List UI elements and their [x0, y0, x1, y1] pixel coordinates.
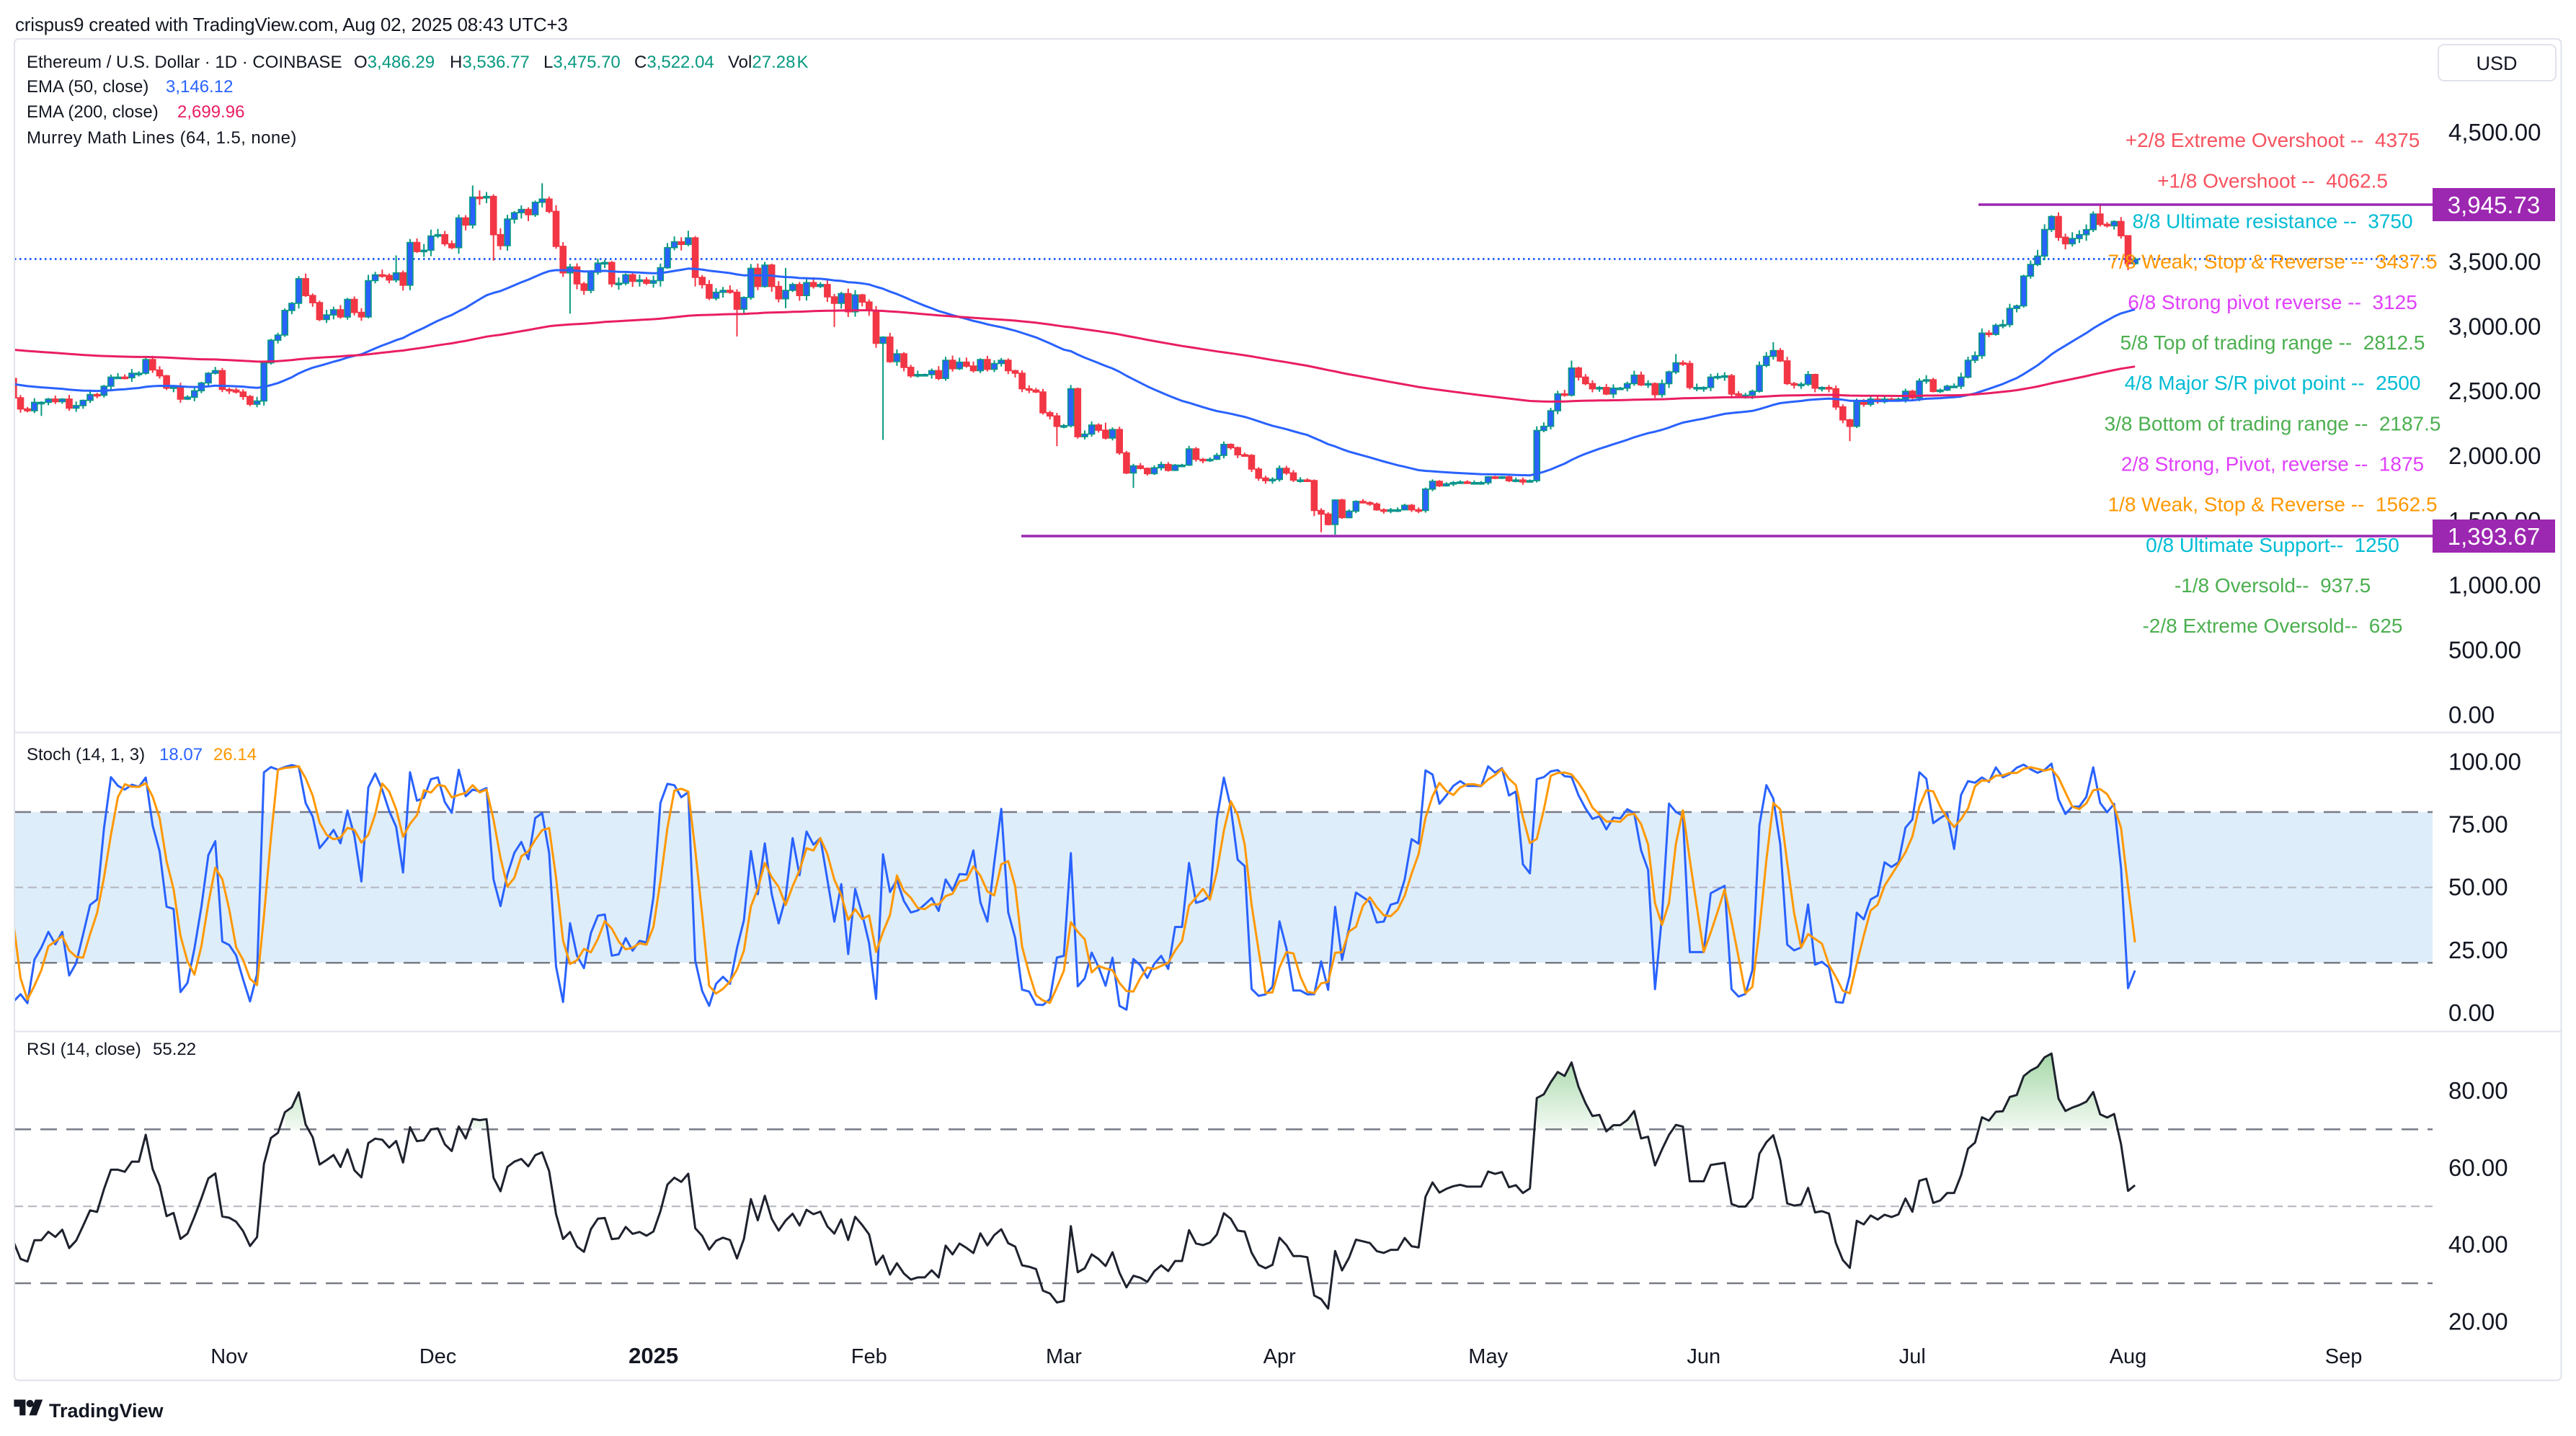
svg-text:2025: 2025: [629, 1343, 678, 1368]
svg-text:EMA (50, close)3,146.12: EMA (50, close) 3,146.12: [27, 77, 233, 97]
svg-text:3,945.73: 3,945.73: [2448, 192, 2540, 218]
svg-text:0.00: 0.00: [2448, 701, 2495, 728]
svg-text:100.00: 100.00: [2448, 748, 2521, 775]
svg-text:40.00: 40.00: [2448, 1231, 2508, 1258]
svg-text:50.00: 50.00: [2448, 874, 2508, 901]
svg-text:Sep: Sep: [2325, 1345, 2363, 1368]
svg-text:1/8 Weak, Stop & Reverse -- 1: 1/8 Weak, Stop & Reverse -- 1562.5: [2108, 494, 2437, 516]
svg-text:7/8 Weak, Stop & Reverse -- 3: 7/8 Weak, Stop & Reverse -- 3437.5: [2108, 251, 2437, 273]
svg-text:-1/8 Oversold-- 937.5: -1/8 Oversold-- 937.5: [2175, 574, 2371, 597]
svg-text:2,500.00: 2,500.00: [2448, 378, 2541, 404]
svg-text:500.00: 500.00: [2448, 637, 2521, 664]
svg-text:4/8 Major S/R pivot point --: 4/8 Major S/R pivot point -- 2500: [2125, 372, 2421, 394]
svg-text:-2/8 Extreme Oversold-- 625: -2/8 Extreme Oversold-- 625: [2142, 615, 2402, 637]
svg-text:EMA (200, close)2,699.96: EMA (200, close) 2,699.96: [27, 102, 244, 122]
svg-text:25.00: 25.00: [2448, 937, 2508, 963]
svg-text:+2/8 Extreme Overshoot -- 437: +2/8 Extreme Overshoot -- 4375: [2126, 129, 2420, 151]
svg-text:3/8 Bottom of trading range --: 3/8 Bottom of trading range -- 2187.5: [2105, 412, 2441, 434]
svg-text:+1/8 Overshoot -- 4062.5: +1/8 Overshoot -- 4062.5: [2157, 169, 2388, 192]
svg-text:1,000.00: 1,000.00: [2448, 572, 2541, 599]
svg-text:8/8 Ultimate resistance -- 37: 8/8 Ultimate resistance -- 3750: [2132, 210, 2412, 233]
svg-text:Murrey Math Lines (64, 1.5, no: Murrey Math Lines (64, 1.5, none): [27, 128, 297, 148]
svg-text:5/8 Top of trading range -- 2: 5/8 Top of trading range -- 2812.5: [2120, 331, 2425, 354]
svg-text:crispus9 created with TradingV: crispus9 created with TradingView.com, A…: [15, 14, 568, 35]
svg-text:RSI (14, close)55.22: RSI (14, close) 55.22: [27, 1040, 196, 1059]
svg-text:Nov: Nov: [210, 1345, 248, 1368]
svg-text:3,000.00: 3,000.00: [2448, 313, 2541, 339]
svg-text:May: May: [1468, 1345, 1508, 1368]
svg-text:Ethereum / U.S. Dollar · 1D ·: Ethereum / U.S. Dollar · 1D · COINBASE O3…: [27, 53, 808, 72]
svg-text:3,500.00: 3,500.00: [2448, 248, 2541, 275]
svg-text:0/8 Ultimate Support-- 1250: 0/8 Ultimate Support-- 1250: [2146, 534, 2399, 556]
svg-text:Jun: Jun: [1687, 1345, 1720, 1368]
svg-text:20.00: 20.00: [2448, 1308, 2508, 1334]
svg-text:4,500.00: 4,500.00: [2448, 119, 2541, 146]
svg-text:6/8 Strong pivot reverse -- 3: 6/8 Strong pivot reverse -- 3125: [2128, 291, 2417, 313]
svg-text:1,393.67: 1,393.67: [2448, 523, 2540, 550]
svg-text:Jul: Jul: [1899, 1345, 1926, 1368]
svg-text:Dec: Dec: [419, 1345, 457, 1368]
svg-text:Feb: Feb: [851, 1345, 887, 1368]
svg-text:TradingView: TradingView: [49, 1400, 164, 1422]
svg-text:80.00: 80.00: [2448, 1077, 2508, 1104]
svg-text:Aug: Aug: [2110, 1345, 2147, 1368]
svg-text:75.00: 75.00: [2448, 811, 2508, 838]
svg-text:0.00: 0.00: [2448, 999, 2495, 1026]
svg-text:2,000.00: 2,000.00: [2448, 442, 2541, 469]
svg-text:Mar: Mar: [1046, 1345, 1082, 1368]
svg-text:Apr: Apr: [1263, 1345, 1296, 1368]
svg-text:USD: USD: [2476, 53, 2517, 74]
svg-text:2/8 Strong, Pivot, reverse --: 2/8 Strong, Pivot, reverse -- 1875: [2121, 453, 2424, 476]
svg-text:60.00: 60.00: [2448, 1154, 2508, 1181]
